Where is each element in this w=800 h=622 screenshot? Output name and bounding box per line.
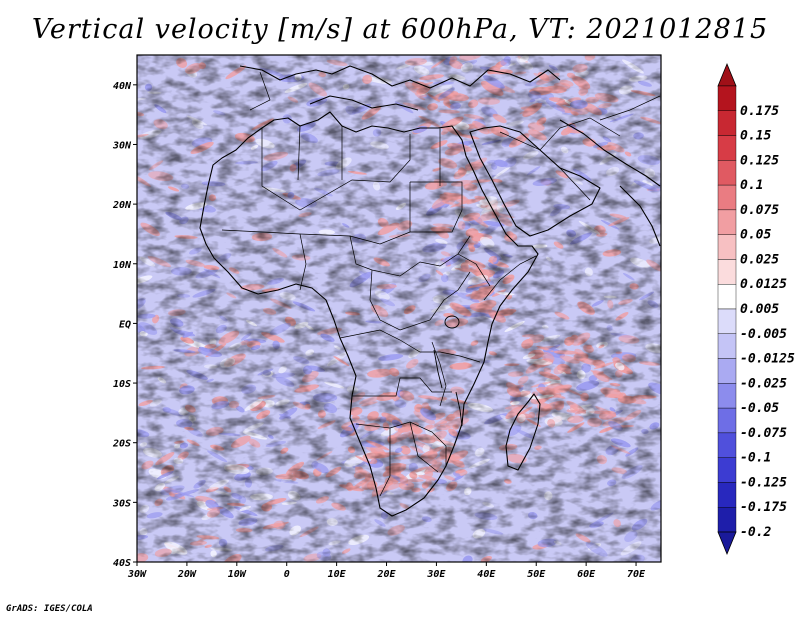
colorbar-swatch	[717, 209, 737, 235]
lon-tick-label: 30W	[127, 569, 147, 580]
lon-tick-label: 0	[284, 569, 290, 580]
field-texture	[137, 55, 661, 562]
lon-tick-label: 50E	[527, 569, 546, 580]
colorbar-swatch	[717, 135, 737, 161]
colorbar-label: -0.2	[740, 525, 771, 540]
colorbar-label: -0.0125	[740, 352, 795, 367]
border-line	[339, 329, 481, 363]
latitude-axis: 40N 30N 20N 10N EQ 10S 20S 30S 40S	[112, 81, 137, 569]
colorbar-swatch	[717, 85, 737, 111]
country-borders	[221, 71, 661, 497]
border-line	[349, 235, 471, 277]
lat-tick-label: 30S	[112, 498, 131, 509]
colorbar-label: -0.175	[740, 500, 787, 515]
colorbar-label: 0.1	[740, 178, 763, 193]
colorbar-swatch	[717, 407, 737, 434]
lat-tick-label: 40S	[113, 558, 131, 569]
lat-tick-label: 10S	[113, 379, 131, 390]
lon-tick-label: 60E	[577, 569, 596, 580]
persian-gulf-coast	[559, 119, 661, 187]
colorbar-label: -0.005	[740, 327, 787, 342]
colorbar-swatch	[717, 160, 737, 186]
lakes	[433, 315, 463, 427]
lat-tick-label: 40N	[113, 81, 132, 92]
colorbar-label: -0.075	[740, 426, 787, 441]
border-line	[409, 421, 439, 473]
colorbar-label: 0.0125	[740, 277, 787, 292]
lat-tick-label: 30N	[112, 140, 132, 151]
lon-tick-label: 10E	[328, 569, 347, 580]
lon-tick-label: 10W	[228, 569, 247, 580]
colorbar-bottom-cap	[717, 531, 737, 556]
colorbar-label: 0.05	[740, 228, 771, 243]
colorbar-swatch	[717, 184, 737, 211]
colorbar-swatch	[717, 432, 737, 458]
lon-tick-label: 40E	[477, 569, 496, 580]
chart-title: Vertical velocity [m/s] at 600hPa, VT: 2…	[31, 14, 769, 45]
border-line	[457, 253, 491, 287]
colorbar-label: 0.075	[740, 203, 779, 218]
longitude-axis: 30W 20W 10W 0 10E 20E 30E 40E 50E 60E 70E	[127, 562, 646, 580]
colorbar-swatch	[717, 259, 737, 285]
border-line	[379, 428, 391, 497]
colorbar-swatch	[717, 482, 737, 508]
lat-tick-label: 10N	[113, 260, 132, 271]
colorbar-swatch	[717, 284, 737, 310]
border-line	[499, 117, 621, 151]
lon-tick-label: 20W	[177, 569, 197, 580]
colorbar-swatch	[717, 308, 737, 334]
coastlines	[199, 65, 661, 517]
lat-tick-label: 20N	[112, 200, 132, 211]
border-line	[221, 229, 411, 245]
colorbar-label: 0.175	[740, 104, 779, 119]
border-line	[299, 233, 307, 291]
map-frame	[136, 54, 662, 563]
border-line	[599, 95, 661, 121]
arabia-coastline	[469, 125, 601, 237]
lon-tick-label: 70E	[627, 569, 646, 580]
colorbar-label: -0.1	[740, 451, 771, 466]
lake-malawi	[455, 391, 463, 427]
colorbar-label: 0.15	[740, 129, 771, 144]
lon-tick-label: 20E	[376, 569, 396, 580]
colorbar-swatch	[717, 383, 737, 409]
colorbar-swatch	[717, 333, 737, 359]
colorbar-swatch	[717, 507, 737, 533]
border-line	[483, 255, 537, 301]
colorbar-label: 0.005	[740, 302, 779, 317]
border-line	[409, 181, 463, 233]
africa-coastline	[199, 111, 539, 517]
europe-coastline	[239, 65, 561, 89]
lat-tick-label: EQ	[119, 319, 131, 330]
lon-tick-label: 30E	[426, 569, 446, 580]
border-line	[297, 125, 301, 181]
colorbar-label: 0.125	[740, 153, 779, 168]
border-line	[431, 341, 447, 407]
border-line	[261, 128, 411, 211]
colorbar-label: 0.025	[740, 252, 779, 267]
colorbar: 0.175 0.15 0.125 0.1 0.075 0.05 0.025 0.0125 0.0…	[717, 62, 795, 556]
india-coast	[619, 185, 661, 247]
colorbar-top-cap	[717, 62, 737, 87]
colorbar-label: -0.025	[740, 376, 787, 391]
madagascar-coastline	[505, 393, 541, 471]
border-line	[369, 269, 471, 331]
colorbar-swatch	[717, 234, 737, 260]
border-line	[352, 377, 452, 397]
grads-credit: GrADS: IGES/COLA	[6, 604, 93, 614]
lat-tick-label: 20S	[112, 439, 131, 450]
lake-victoria	[444, 315, 460, 329]
mediterranean-shore	[309, 95, 419, 111]
colorbar-swatch	[717, 457, 737, 483]
colorbar-label: -0.05	[740, 401, 779, 416]
lake-tanganyika	[433, 349, 443, 389]
border-line	[559, 167, 591, 201]
border-line	[249, 71, 271, 111]
colorbar-swatch	[717, 110, 737, 136]
border-line	[355, 421, 447, 466]
colorbar-label: -0.125	[740, 475, 787, 490]
colorbar-swatch	[717, 358, 737, 384]
